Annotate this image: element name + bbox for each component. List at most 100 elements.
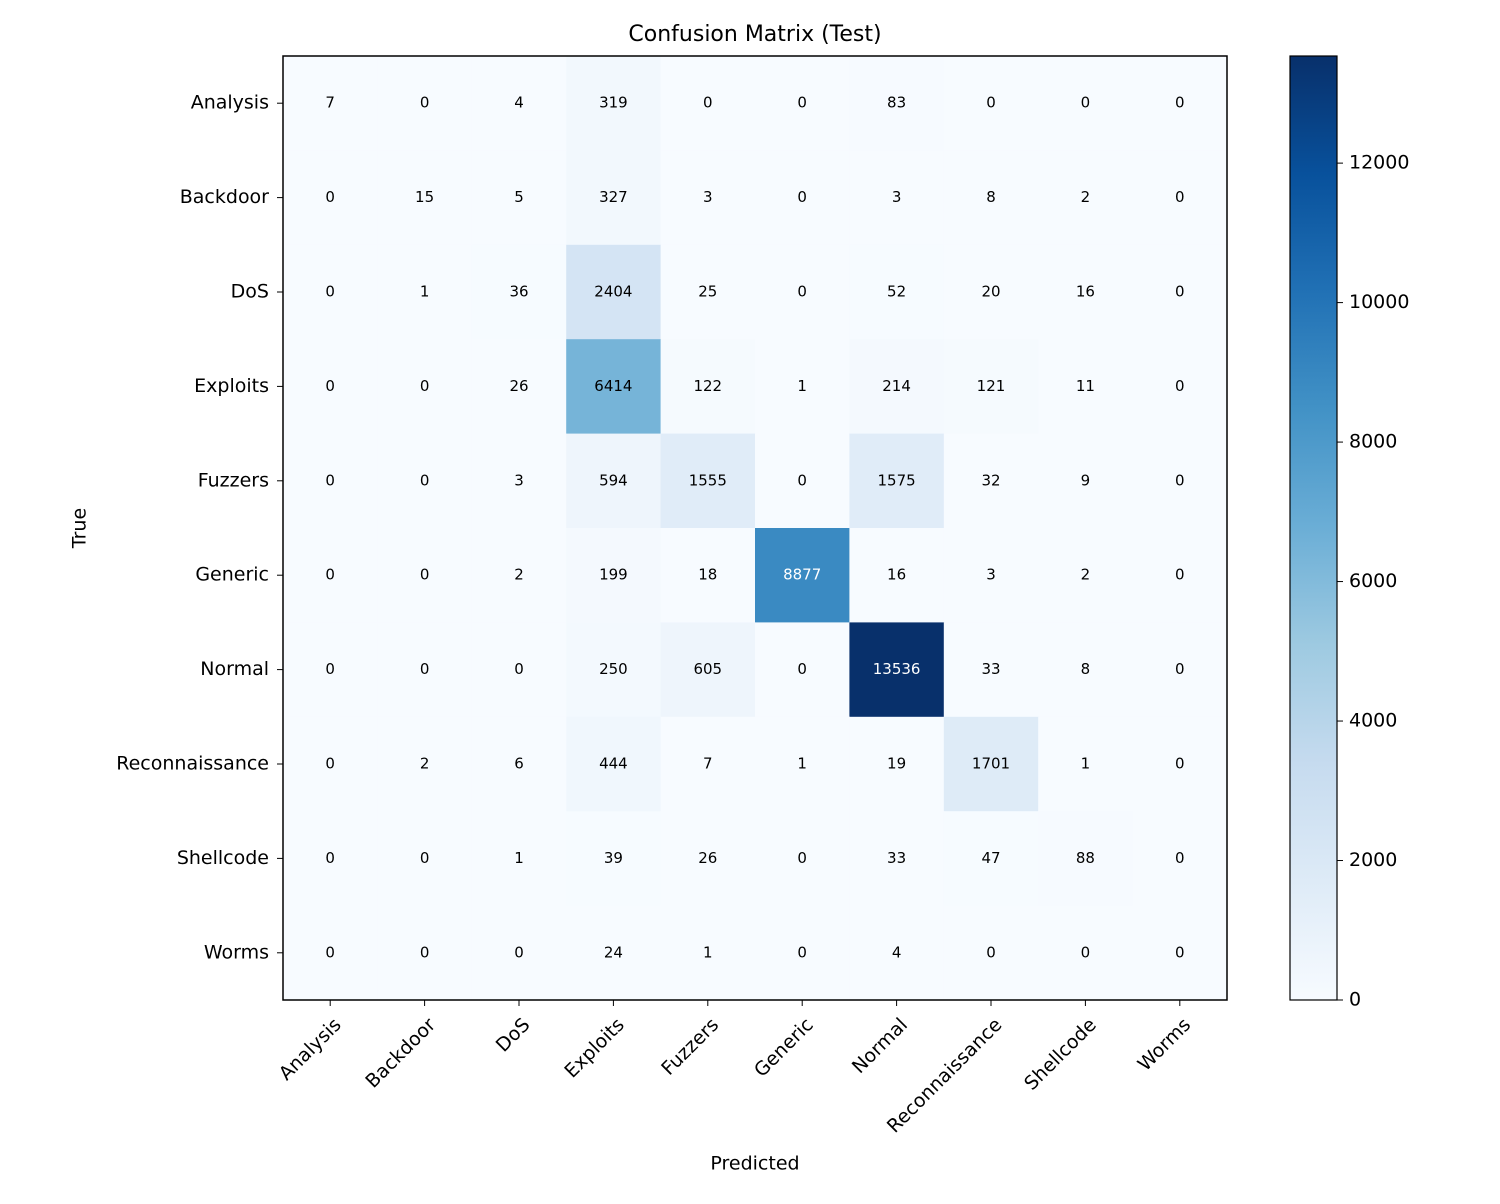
cell-label: 7 [325, 94, 335, 112]
cell-label: 5 [514, 188, 524, 206]
cell-label: 0 [420, 660, 430, 678]
cell [943, 150, 1039, 246]
colorbar-tick-label: 2000 [1349, 849, 1397, 871]
cell [660, 244, 756, 340]
colorbar-tick-label: 8000 [1349, 431, 1397, 453]
cell-label: 0 [325, 849, 335, 867]
x-tick-label: Fuzzers [657, 1014, 723, 1080]
cell-label: 47 [981, 849, 1000, 867]
cell-label: 3 [514, 471, 524, 489]
x-tick-label: Normal [848, 1014, 912, 1078]
cell-label: 15 [415, 188, 434, 206]
cell [471, 433, 567, 529]
cell-label: 0 [797, 660, 807, 678]
cell-label: 3 [892, 188, 902, 206]
cell-label: 0 [325, 377, 335, 395]
cell-label: 0 [1175, 188, 1185, 206]
cell-label: 88 [1076, 849, 1095, 867]
x-tick-label: Worms [1134, 1014, 1196, 1076]
cell-label: 0 [1175, 660, 1185, 678]
cell [755, 433, 850, 529]
cell [377, 905, 473, 1001]
cell [471, 244, 567, 340]
cell-label: 1 [703, 943, 713, 961]
cell [849, 339, 945, 435]
cell-label: 2 [514, 566, 524, 584]
cell-label: 36 [509, 283, 528, 301]
cell [283, 622, 378, 718]
chart-title: Confusion Matrix (Test) [628, 22, 881, 47]
cell [755, 528, 850, 623]
cell [1038, 905, 1134, 1001]
cell [943, 244, 1039, 340]
cell-label: 2 [420, 755, 430, 773]
cell [377, 811, 473, 907]
cell [849, 811, 945, 907]
cell [755, 905, 850, 1001]
cell [660, 622, 756, 718]
y-tick-label: Analysis [191, 92, 269, 114]
cell-label: 8 [1081, 660, 1091, 678]
cell [660, 150, 756, 246]
cell [1038, 339, 1134, 435]
cell-label: 0 [420, 943, 430, 961]
cell [1038, 811, 1134, 907]
cell-label: 0 [797, 94, 807, 112]
cell [943, 905, 1039, 1001]
cell-label: 32 [981, 471, 1000, 489]
cell-label: 0 [420, 471, 430, 489]
cell [377, 716, 473, 812]
cell [283, 56, 378, 151]
cell-label: 1575 [878, 471, 916, 489]
cell-label: 0 [1081, 94, 1091, 112]
x-tick-label: Analysis [275, 1014, 346, 1085]
cell-label: 26 [698, 849, 717, 867]
cell [943, 528, 1039, 623]
cell [1038, 244, 1134, 340]
cell [755, 150, 850, 246]
cell [377, 528, 473, 623]
cell [849, 716, 945, 812]
colorbar [1289, 55, 1338, 1001]
y-axis-label: True [69, 508, 91, 549]
cell [660, 905, 756, 1001]
y-tick-label: Exploits [194, 375, 269, 397]
cell [660, 339, 756, 435]
cell [660, 528, 756, 623]
cell-label: 2 [1081, 188, 1091, 206]
cell-label: 2404 [594, 283, 632, 301]
cell-label: 1 [797, 377, 807, 395]
x-tick-label: Backdoor [361, 1014, 440, 1093]
cell [283, 433, 378, 529]
cell [471, 622, 567, 718]
cell [1132, 528, 1228, 623]
cell-label: 444 [599, 755, 628, 773]
y-tick-label: Normal [200, 658, 269, 680]
cell-label: 327 [599, 188, 628, 206]
cell [377, 244, 473, 340]
cell [471, 811, 567, 907]
y-tick-label: Shellcode [177, 847, 269, 869]
cell-label: 0 [514, 943, 524, 961]
cell-label: 20 [981, 283, 1000, 301]
y-tick-label: DoS [231, 281, 269, 303]
cell [566, 528, 662, 623]
cell [849, 622, 945, 718]
cell [755, 244, 850, 340]
cell-label: 1 [1081, 755, 1091, 773]
cell [943, 716, 1039, 812]
cell [377, 339, 473, 435]
cell-label: 0 [1175, 943, 1185, 961]
cell [943, 433, 1039, 529]
colorbar-tick-label: 10000 [1349, 291, 1409, 313]
cell [849, 528, 945, 623]
cell [471, 528, 567, 623]
cell-label: 0 [797, 188, 807, 206]
cell [1038, 56, 1134, 151]
colorbar-tick-label: 0 [1349, 989, 1361, 1011]
cell-label: 319 [599, 94, 628, 112]
cell-label: 1701 [972, 755, 1010, 773]
cell-label: 52 [887, 283, 906, 301]
cell-label: 0 [797, 849, 807, 867]
cell [377, 150, 473, 246]
